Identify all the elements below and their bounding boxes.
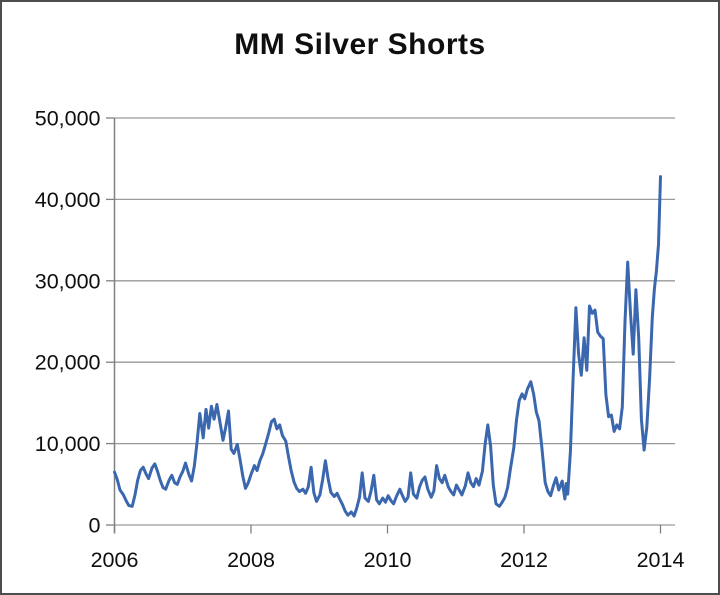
x-tick-label: 2008 [227,548,275,572]
x-tick-label: 2010 [364,548,412,572]
y-tick-label: 20,000 [35,351,101,375]
y-tick-label: 40,000 [35,188,101,212]
y-tick-label: 30,000 [35,269,101,293]
y-tick-label: 0 [89,514,101,538]
x-tick-label: 2006 [91,548,139,572]
series-line [113,175,662,518]
chart-title: MM Silver Shorts [234,28,486,61]
y-tick-label: 10,000 [35,432,101,456]
y-tick-label: 50,000 [35,107,101,131]
x-tick-label: 2014 [637,548,685,572]
x-tick-label: 2012 [500,548,548,572]
